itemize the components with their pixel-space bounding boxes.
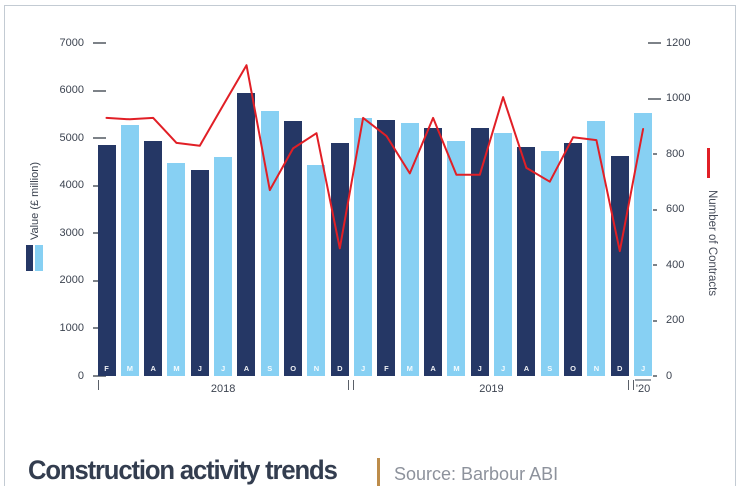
bar: O	[564, 142, 583, 376]
month-label: J	[477, 363, 482, 373]
month-label: N	[593, 363, 600, 373]
right-axis-tick	[653, 319, 657, 322]
right-axis-tick-label: 1200	[666, 36, 691, 49]
right-axis-tick-label: 400	[666, 258, 685, 271]
right-axis-title: Number of Contracts	[706, 189, 718, 297]
right-axis-tick-label: 600	[666, 203, 685, 215]
axis-break-mark	[347, 380, 354, 390]
right-axis-tick-label: 200	[666, 314, 685, 326]
month-label: M	[173, 363, 180, 373]
left-axis-tick-label: 6000	[59, 84, 84, 97]
right-axis-tick	[648, 42, 661, 44]
right-axis-tick	[653, 153, 657, 155]
left-axis-tick-label: 3000	[59, 226, 84, 239]
source-text: Source: Barbour ABI	[394, 464, 559, 484]
bar: M	[447, 141, 466, 376]
month-label: D	[617, 363, 623, 373]
bar: N	[307, 164, 326, 376]
month-label: S	[547, 363, 553, 373]
month-label: O	[290, 363, 297, 373]
bar: A	[237, 92, 256, 376]
bar: J	[470, 128, 489, 376]
bar: J	[634, 113, 653, 376]
left-axis-tick-label: 1000	[59, 321, 84, 334]
month-label: M	[126, 363, 133, 373]
year-label: 2019	[479, 383, 504, 395]
chart-title: Construction activity trends	[28, 455, 338, 485]
right-axis-tick-label: 1000	[666, 92, 691, 104]
month-label: M	[453, 363, 460, 373]
right-axis-tick-label: 0	[666, 369, 673, 382]
legend-swatch-light-bar	[35, 245, 43, 271]
month-label: D	[337, 363, 343, 373]
bar: D	[330, 143, 349, 376]
bar: F	[97, 145, 116, 376]
bar: F	[377, 120, 396, 376]
legend-swatch-dark-bar	[26, 245, 33, 271]
right-axis-tick	[653, 208, 657, 211]
month-label: A	[243, 363, 250, 373]
month-label: J	[501, 363, 506, 373]
title-separator	[377, 458, 380, 486]
left-axis-tick-label: 7000	[59, 36, 84, 49]
bar: S	[260, 111, 279, 376]
left-axis-tick	[93, 89, 106, 92]
month-label: A	[523, 363, 530, 373]
month-label: M	[406, 363, 413, 373]
axis-break-mark	[627, 380, 634, 390]
month-label: J	[640, 363, 646, 373]
month-label: A	[150, 363, 156, 373]
left-axis-tick-label: 0	[77, 369, 84, 382]
bar: A	[424, 128, 443, 376]
contracts-line	[105, 64, 645, 253]
right-axis-tick	[648, 97, 661, 100]
year-label: 2018	[210, 383, 236, 395]
bar: J	[190, 170, 209, 376]
bar: D	[610, 155, 629, 376]
month-label: S	[267, 363, 273, 373]
left-axis-tick-label: 2000	[59, 274, 84, 287]
bar: J	[494, 133, 513, 376]
month-label: F	[384, 363, 389, 373]
left-axis-tick	[93, 42, 106, 44]
bar: M	[400, 123, 419, 376]
right-axis-tick	[653, 375, 657, 377]
month-label: J	[361, 363, 366, 373]
left-axis-tick	[93, 375, 106, 377]
bar: A	[517, 146, 536, 376]
month-label: J	[221, 363, 226, 373]
month-label: A	[430, 363, 436, 373]
left-axis-tick-label: 4000	[59, 179, 84, 192]
last-bar-tick	[635, 379, 652, 381]
left-axis-tick-label: 5000	[59, 131, 84, 144]
legend-line-contracts	[707, 148, 710, 178]
bar: A	[144, 141, 163, 376]
right-axis-tick-label: 800	[666, 147, 685, 160]
month-label: O	[570, 363, 577, 373]
month-label: F	[104, 363, 109, 373]
bar: J	[354, 118, 373, 376]
axis-start-mark	[97, 380, 99, 390]
bar: N	[587, 121, 606, 376]
bar: M	[120, 124, 139, 376]
right-axis-tick	[653, 264, 657, 266]
year-label: '20	[635, 383, 651, 395]
bar: O	[284, 120, 303, 376]
bar: S	[540, 151, 559, 376]
bar: J	[214, 157, 233, 376]
left-axis-tick	[93, 137, 106, 140]
month-label: J	[197, 363, 202, 373]
bar: M	[167, 163, 186, 376]
month-label: N	[313, 363, 320, 373]
